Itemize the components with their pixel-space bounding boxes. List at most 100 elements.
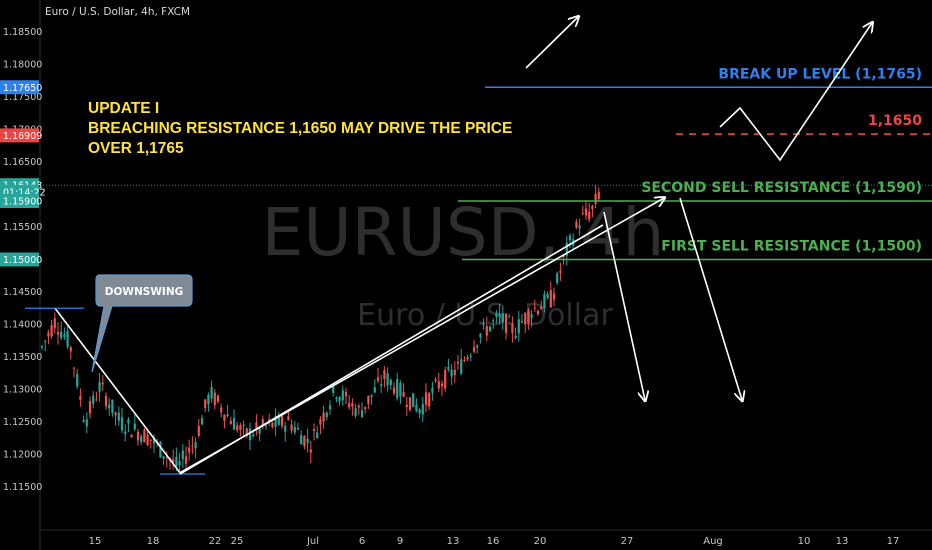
candle-body: [472, 347, 476, 352]
candle-body: [172, 459, 175, 463]
candle-body: [341, 390, 344, 401]
candle-body: [69, 347, 72, 352]
candle-body: [47, 332, 50, 337]
symbol-header: Euro / U.S. Dollar, 4h, FXCM: [45, 6, 190, 18]
candle-body: [268, 419, 271, 421]
candle-body: [418, 409, 421, 414]
candle-body: [56, 332, 60, 335]
candle-body: [92, 395, 95, 404]
candle-body: [136, 431, 140, 441]
time-tick-label: Jul: [306, 536, 319, 547]
candle-body: [287, 416, 290, 421]
candle-body: [434, 379, 437, 382]
candle-body: [575, 221, 578, 228]
price-tag: [0, 252, 39, 267]
candle-body: [277, 416, 280, 425]
candle-body: [188, 447, 191, 453]
candle-body: [312, 429, 316, 432]
annotation-line: UPDATE I: [88, 100, 159, 117]
price-tick-label: 1.13000: [3, 385, 42, 396]
candle-body: [482, 322, 485, 325]
candle-body: [258, 427, 261, 434]
candle-body: [226, 414, 229, 417]
candle-body: [82, 420, 85, 422]
price-tick-label: 1.18500: [3, 27, 42, 38]
candle-body: [140, 436, 143, 442]
candle-body: [440, 383, 444, 387]
candle-body: [255, 422, 258, 429]
candle-body: [386, 373, 389, 386]
candle-body: [508, 316, 511, 318]
watermark-ticker: EURUSD, 4h: [262, 194, 665, 271]
price-tick-label: 1.18000: [3, 60, 42, 71]
candle-body: [207, 394, 210, 405]
candle-body: [584, 208, 588, 216]
candle-body: [466, 357, 469, 360]
candle-body: [197, 426, 200, 436]
candle-body: [95, 399, 98, 401]
candles: [40, 185, 600, 475]
price-tag-label: 1.15900: [3, 197, 42, 208]
time-axis[interactable]: 15 18 22 25 Jul 6 9 13 16 20 27 Aug 10 13 17: [89, 536, 900, 547]
downswing-callout: DOWNSWING: [91, 274, 193, 373]
candle-body: [399, 382, 402, 397]
price-tag-label: 1.16909: [3, 131, 42, 142]
price-tick-label: 1.13500: [3, 352, 42, 363]
candle-body: [453, 369, 456, 375]
candle-body: [111, 399, 114, 413]
candle-body: [492, 320, 495, 322]
level-label: BREAK UP LEVEL (1,1765): [718, 66, 922, 82]
projection-arrow: [719, 23, 872, 162]
candle-body: [549, 289, 552, 308]
candle-body: [124, 431, 127, 435]
candle-body: [293, 427, 296, 433]
candle-body: [114, 412, 117, 416]
candle-body: [248, 428, 252, 441]
candle-body: [552, 293, 556, 300]
candle-body: [72, 367, 76, 369]
price-tags: 1.176501.169091.1614301:14:221.159001.15…: [0, 80, 46, 267]
candle-body: [437, 381, 440, 389]
callout-bubble: [91, 274, 193, 373]
level-label: FIRST SELL RESISTANCE (1,1500): [661, 239, 922, 255]
time-tick-label: 15: [89, 536, 102, 547]
time-tick-label: 18: [147, 536, 160, 547]
candle-body: [152, 437, 156, 444]
candle-body: [53, 318, 56, 329]
candle-body: [232, 418, 236, 430]
time-tick-label: 22: [209, 536, 222, 547]
candle-body: [498, 313, 501, 317]
time-tick-label: 13: [447, 536, 460, 547]
candle-body: [184, 456, 188, 464]
candle-body: [60, 331, 63, 339]
channel-line: [179, 224, 604, 475]
candle-body: [239, 425, 242, 430]
projection-arrow: [679, 197, 742, 400]
time-tick-label: Aug: [703, 536, 723, 547]
candle-body: [546, 293, 549, 299]
candle-body: [98, 382, 101, 392]
candle-body: [309, 449, 312, 453]
annotation-line: OVER 1,1765: [88, 140, 184, 157]
level-label: SECOND SELL RESISTANCE (1,1590): [641, 180, 922, 196]
price-tag: [0, 194, 39, 208]
candle-body: [117, 412, 120, 421]
candle-body: [588, 211, 591, 220]
candle-body: [444, 370, 447, 389]
price-tick-label: 1.14000: [3, 320, 42, 331]
candle-body: [165, 456, 168, 459]
candle-body: [181, 450, 184, 460]
candle-body: [319, 419, 322, 425]
candle-body: [261, 419, 264, 426]
candle-body: [517, 319, 520, 334]
candle-body: [463, 360, 466, 362]
candle-body: [383, 370, 386, 380]
candle-body: [511, 323, 514, 334]
candle-body: [143, 429, 146, 443]
candle-body: [120, 417, 124, 431]
candle-body: [348, 403, 351, 408]
candle-body: [303, 436, 306, 447]
price-tag-label: 1.17650: [3, 83, 42, 94]
candle-body: [344, 391, 348, 397]
